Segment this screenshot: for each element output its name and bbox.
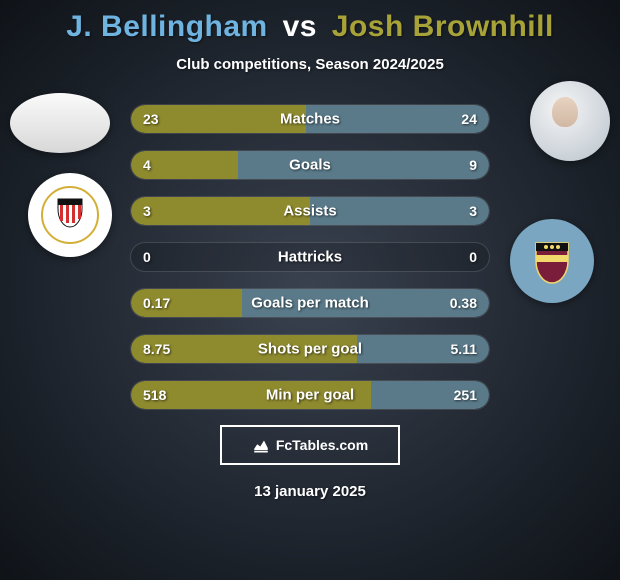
stat-value-left: 8.75	[143, 341, 170, 357]
stat-bar: 8.75 5.11 Shots per goal	[130, 334, 490, 364]
side-right	[490, 333, 600, 364]
player2-name: Josh Brownhill	[332, 10, 554, 43]
stat-row: 4 9 Goals	[20, 149, 600, 180]
stat-row: 0.17 0.38 Goals per match	[20, 287, 600, 318]
side-left	[20, 379, 130, 410]
player1-name: J. Bellingham	[66, 10, 268, 43]
stat-label: Min per goal	[266, 386, 354, 403]
stat-bar: 4 9 Goals	[130, 150, 490, 180]
stat-value-right: 3	[469, 203, 477, 219]
player1-avatar	[10, 93, 110, 153]
stat-bar-right-fill	[238, 151, 489, 179]
stat-bar: 0.17 0.38 Goals per match	[130, 288, 490, 318]
side-left	[20, 195, 130, 226]
stat-bar: 518 251 Min per goal	[130, 380, 490, 410]
side-left	[20, 287, 130, 318]
stat-label: Goals	[289, 156, 331, 173]
stat-value-left: 518	[143, 387, 166, 403]
stat-row: 0 0 Hattricks	[20, 241, 600, 272]
stat-value-left: 23	[143, 111, 159, 127]
side-right	[490, 103, 600, 134]
stat-value-left: 0.17	[143, 295, 170, 311]
stat-bar: 3 3 Assists	[130, 196, 490, 226]
side-left	[20, 333, 130, 364]
stat-row: 23 24 Matches	[20, 103, 600, 134]
stat-value-right: 0	[469, 249, 477, 265]
brand-text: FcTables.com	[276, 437, 368, 453]
side-left	[20, 103, 130, 134]
stat-value-right: 9	[469, 157, 477, 173]
stat-value-left: 3	[143, 203, 151, 219]
brand-box: FcTables.com	[220, 425, 400, 465]
stat-label: Shots per goal	[258, 340, 362, 357]
stat-label: Assists	[283, 202, 336, 219]
date-text: 13 january 2025	[0, 483, 620, 500]
stat-bar-right-fill	[310, 197, 489, 225]
comparison-title: J. Bellingham vs Josh Brownhill	[0, 0, 620, 44]
stat-row: 3 3 Assists	[20, 195, 600, 226]
stat-label: Hattricks	[278, 248, 342, 265]
side-right	[490, 149, 600, 180]
stat-value-right: 0.38	[450, 295, 477, 311]
stats-container: 2324Matches49Goals 33Assists00Hattricks …	[0, 103, 620, 410]
chart-icon	[252, 436, 270, 454]
stat-bar: 0 0 Hattricks	[130, 242, 490, 272]
side-right	[490, 287, 600, 318]
stat-value-right: 24	[461, 111, 477, 127]
stat-value-right: 5.11	[451, 341, 477, 357]
stat-value-left: 0	[143, 249, 151, 265]
stat-bar: 23 24 Matches	[130, 104, 490, 134]
stat-row: 8.75 5.11 Shots per goal	[20, 333, 600, 364]
side-left	[20, 241, 130, 272]
side-right	[490, 241, 600, 272]
vs-text: vs	[283, 10, 317, 43]
stat-row: 518 251 Min per goal	[20, 379, 600, 410]
stat-label: Goals per match	[251, 294, 369, 311]
stat-value-right: 251	[454, 387, 477, 403]
subtitle: Club competitions, Season 2024/2025	[0, 56, 620, 73]
stat-label: Matches	[280, 110, 340, 127]
stat-value-left: 4	[143, 157, 151, 173]
side-right	[490, 379, 600, 410]
